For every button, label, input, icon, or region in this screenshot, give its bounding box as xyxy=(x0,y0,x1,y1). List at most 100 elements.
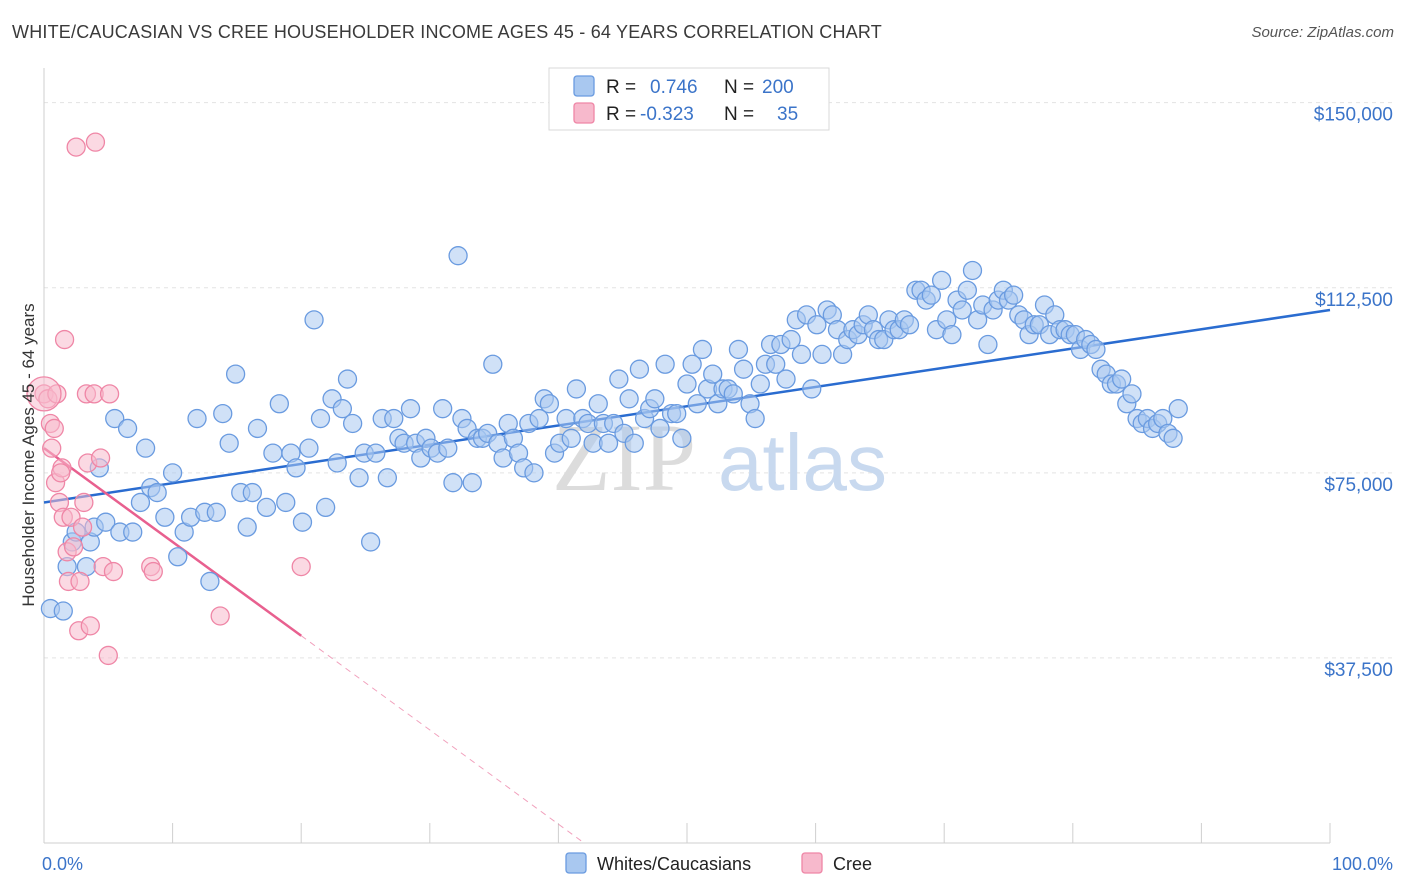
white-point xyxy=(728,339,749,360)
white-point xyxy=(263,443,283,463)
white-point xyxy=(812,344,832,365)
white-point xyxy=(791,344,812,365)
legend-r-value: 0.746 xyxy=(650,77,698,98)
cree-point xyxy=(63,537,84,557)
white-point xyxy=(342,413,363,434)
white-point xyxy=(332,399,353,419)
white-point xyxy=(162,463,183,483)
x-tick-labels: 0.0% 100.0% xyxy=(42,854,1393,874)
white-point xyxy=(1112,369,1132,389)
white-point xyxy=(349,468,369,488)
legend-n-value: 200 xyxy=(762,77,794,98)
white-point xyxy=(561,428,581,448)
white-point xyxy=(337,369,358,389)
white-point xyxy=(135,438,156,458)
cree-point xyxy=(42,438,62,458)
white-point xyxy=(807,315,827,335)
cree-point xyxy=(98,645,118,666)
white-point xyxy=(384,408,404,429)
white-point xyxy=(978,334,998,355)
legend-r-label: R = xyxy=(606,77,636,98)
white-point xyxy=(400,399,421,419)
white-point xyxy=(168,547,188,567)
cree-point xyxy=(90,448,111,468)
cree-trend-extension xyxy=(300,635,585,844)
cree-point xyxy=(80,616,100,636)
cree-point xyxy=(291,556,311,577)
white-point xyxy=(443,473,463,493)
cree-point xyxy=(99,384,120,404)
cree-point xyxy=(51,463,71,483)
white-point xyxy=(276,492,296,513)
white-point xyxy=(286,458,306,478)
correlation-legend: R = 0.746 N = 200 R = -0.323 N = 35 xyxy=(548,67,830,131)
y-tick-label: $112,500 xyxy=(1315,290,1393,311)
white-point xyxy=(147,482,167,503)
series-legend-swatch-white xyxy=(565,852,587,874)
white-point xyxy=(206,502,226,522)
cree-point xyxy=(44,418,64,439)
series-legend-label-white: Whites/Caucasians xyxy=(597,854,751,874)
cree-point xyxy=(70,571,90,592)
white-point xyxy=(219,433,239,453)
white-point xyxy=(105,408,125,429)
white-point xyxy=(237,517,257,537)
white-point xyxy=(766,354,786,374)
white-point xyxy=(1086,339,1106,360)
y-tick-label: $150,000 xyxy=(1314,105,1393,126)
cree-point xyxy=(143,561,163,582)
white-point xyxy=(629,359,650,379)
white-point xyxy=(130,492,151,513)
white-point xyxy=(483,354,503,374)
white-point xyxy=(292,512,313,532)
white-point xyxy=(213,403,233,424)
white-point xyxy=(962,260,983,281)
white-point xyxy=(624,433,644,453)
x-tick-label: 100.0% xyxy=(1332,854,1393,874)
watermark-atlas: atlas xyxy=(718,418,887,507)
white-point xyxy=(360,532,381,552)
legend-swatch-cree xyxy=(573,102,595,124)
white-point xyxy=(53,601,73,621)
trend-layer xyxy=(43,308,1331,844)
series-legend: Whites/Caucasians Cree xyxy=(565,852,872,874)
cree-point xyxy=(54,329,75,350)
white-trend-line xyxy=(43,308,1331,504)
white-point xyxy=(682,354,702,374)
white-point xyxy=(952,300,972,320)
white-point xyxy=(667,403,687,424)
white-point xyxy=(187,408,207,429)
white-point xyxy=(269,394,289,414)
white-point xyxy=(117,418,138,439)
cree-point xyxy=(72,517,93,537)
white-point xyxy=(703,364,723,384)
white-point xyxy=(942,324,962,345)
y-tick-label: $75,000 xyxy=(1324,475,1393,496)
white-point xyxy=(200,571,220,592)
legend-n-label: N = xyxy=(724,77,754,98)
white-point xyxy=(256,497,277,518)
white-point xyxy=(315,497,336,518)
white-point xyxy=(899,315,920,335)
legend-swatch-white xyxy=(573,75,595,97)
legend-r-label: R = xyxy=(606,104,636,125)
x-tick-label: 0.0% xyxy=(42,854,83,874)
white-point xyxy=(776,369,796,389)
white-point xyxy=(539,394,560,414)
white-point xyxy=(588,394,608,414)
cree-trend-line xyxy=(43,447,302,637)
white-point xyxy=(242,482,262,503)
white-point xyxy=(687,394,707,414)
white-point xyxy=(1122,384,1142,404)
series-legend-label-cree: Cree xyxy=(833,854,872,874)
white-point xyxy=(327,453,347,473)
y-axis-label: Householder Income Ages 45 - 64 years xyxy=(19,303,38,606)
white-point xyxy=(655,354,675,374)
cree-point xyxy=(210,606,230,626)
white-point xyxy=(781,329,801,350)
white-point xyxy=(931,270,952,291)
white-point xyxy=(438,438,458,458)
white-point xyxy=(155,507,175,527)
white-point xyxy=(377,468,398,488)
white-point xyxy=(677,374,697,394)
